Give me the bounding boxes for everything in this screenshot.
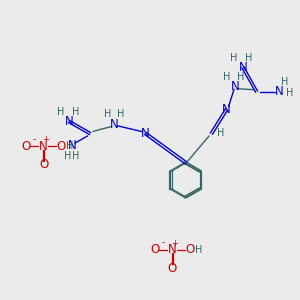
Text: N: N <box>68 139 76 152</box>
Text: H: H <box>66 141 74 152</box>
Text: H: H <box>245 52 253 63</box>
Text: H: H <box>218 128 225 139</box>
Text: N: N <box>168 243 177 256</box>
Text: -: - <box>161 238 164 247</box>
Text: N: N <box>274 85 284 98</box>
Text: H: H <box>286 88 293 98</box>
Text: O: O <box>22 140 31 153</box>
Text: H: H <box>72 107 79 117</box>
Text: N: N <box>110 118 118 131</box>
Text: H: H <box>195 244 203 255</box>
Text: N: N <box>222 103 231 116</box>
Text: O: O <box>185 243 194 256</box>
Text: H: H <box>64 151 71 161</box>
Text: O: O <box>56 140 65 153</box>
Text: O: O <box>168 262 177 275</box>
Text: -: - <box>32 135 35 144</box>
Text: N: N <box>231 80 240 94</box>
Text: N: N <box>64 115 74 128</box>
Text: N: N <box>141 127 150 140</box>
Text: H: H <box>57 107 64 117</box>
Text: O: O <box>151 243 160 256</box>
Text: +: + <box>43 135 49 144</box>
Text: N: N <box>238 61 247 74</box>
Text: H: H <box>237 72 244 82</box>
Text: O: O <box>39 158 48 172</box>
Text: H: H <box>104 109 111 119</box>
Text: +: + <box>172 238 178 247</box>
Text: H: H <box>230 52 238 63</box>
Text: H: H <box>117 109 124 119</box>
Text: H: H <box>281 77 288 87</box>
Text: H: H <box>223 72 230 82</box>
Text: H: H <box>72 151 79 161</box>
Text: N: N <box>39 140 48 153</box>
